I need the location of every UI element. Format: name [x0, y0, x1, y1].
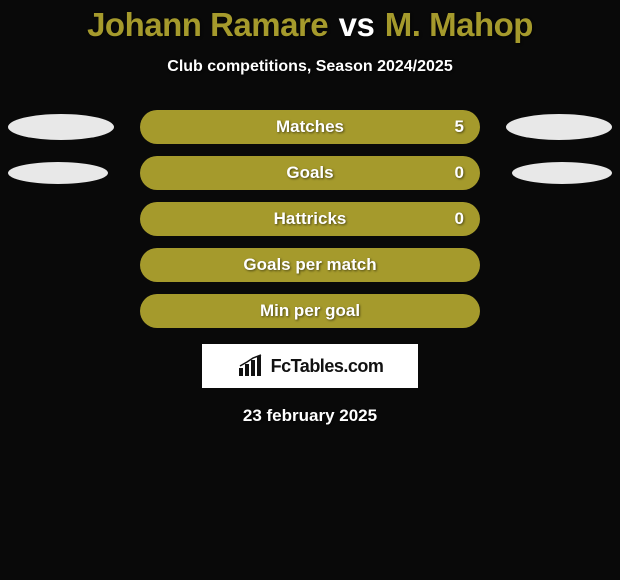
- comparison-area: Matches 5 Goals 0 Hattricks 0 Goals per match M…: [0, 110, 620, 328]
- player1-oval: [8, 114, 114, 140]
- stat-label: Hattricks: [274, 209, 347, 229]
- bars-icon: [237, 354, 267, 378]
- stat-value: 5: [455, 117, 464, 137]
- player2-oval: [506, 114, 612, 140]
- stat-label: Goals per match: [243, 255, 376, 275]
- logo-text: FcTables.com: [271, 356, 384, 377]
- stat-bar: Matches 5: [140, 110, 480, 144]
- stat-bar: Goals per match: [140, 248, 480, 282]
- stat-row: Hattricks 0: [0, 202, 620, 236]
- date-label: 23 february 2025: [0, 406, 620, 426]
- logo-box: FcTables.com: [202, 344, 418, 388]
- vs-separator: vs: [333, 6, 381, 43]
- stat-row: Goals per match: [0, 248, 620, 282]
- stat-bar: Min per goal: [140, 294, 480, 328]
- player2-oval: [512, 162, 612, 184]
- player1-name: Johann Ramare: [87, 6, 328, 43]
- player2-name: M. Mahop: [385, 6, 533, 43]
- stat-label: Matches: [276, 117, 344, 137]
- player1-oval: [8, 162, 108, 184]
- stat-bar: Hattricks 0: [140, 202, 480, 236]
- subtitle: Club competitions, Season 2024/2025: [0, 58, 620, 76]
- page-title: Johann Ramare vs M. Mahop: [0, 0, 620, 44]
- stat-bar: Goals 0: [140, 156, 480, 190]
- stat-value: 0: [455, 163, 464, 183]
- stat-value: 0: [455, 209, 464, 229]
- stat-row: Goals 0: [0, 156, 620, 190]
- stat-label: Goals: [286, 163, 333, 183]
- stat-row: Min per goal: [0, 294, 620, 328]
- stat-label: Min per goal: [260, 301, 360, 321]
- stat-row: Matches 5: [0, 110, 620, 144]
